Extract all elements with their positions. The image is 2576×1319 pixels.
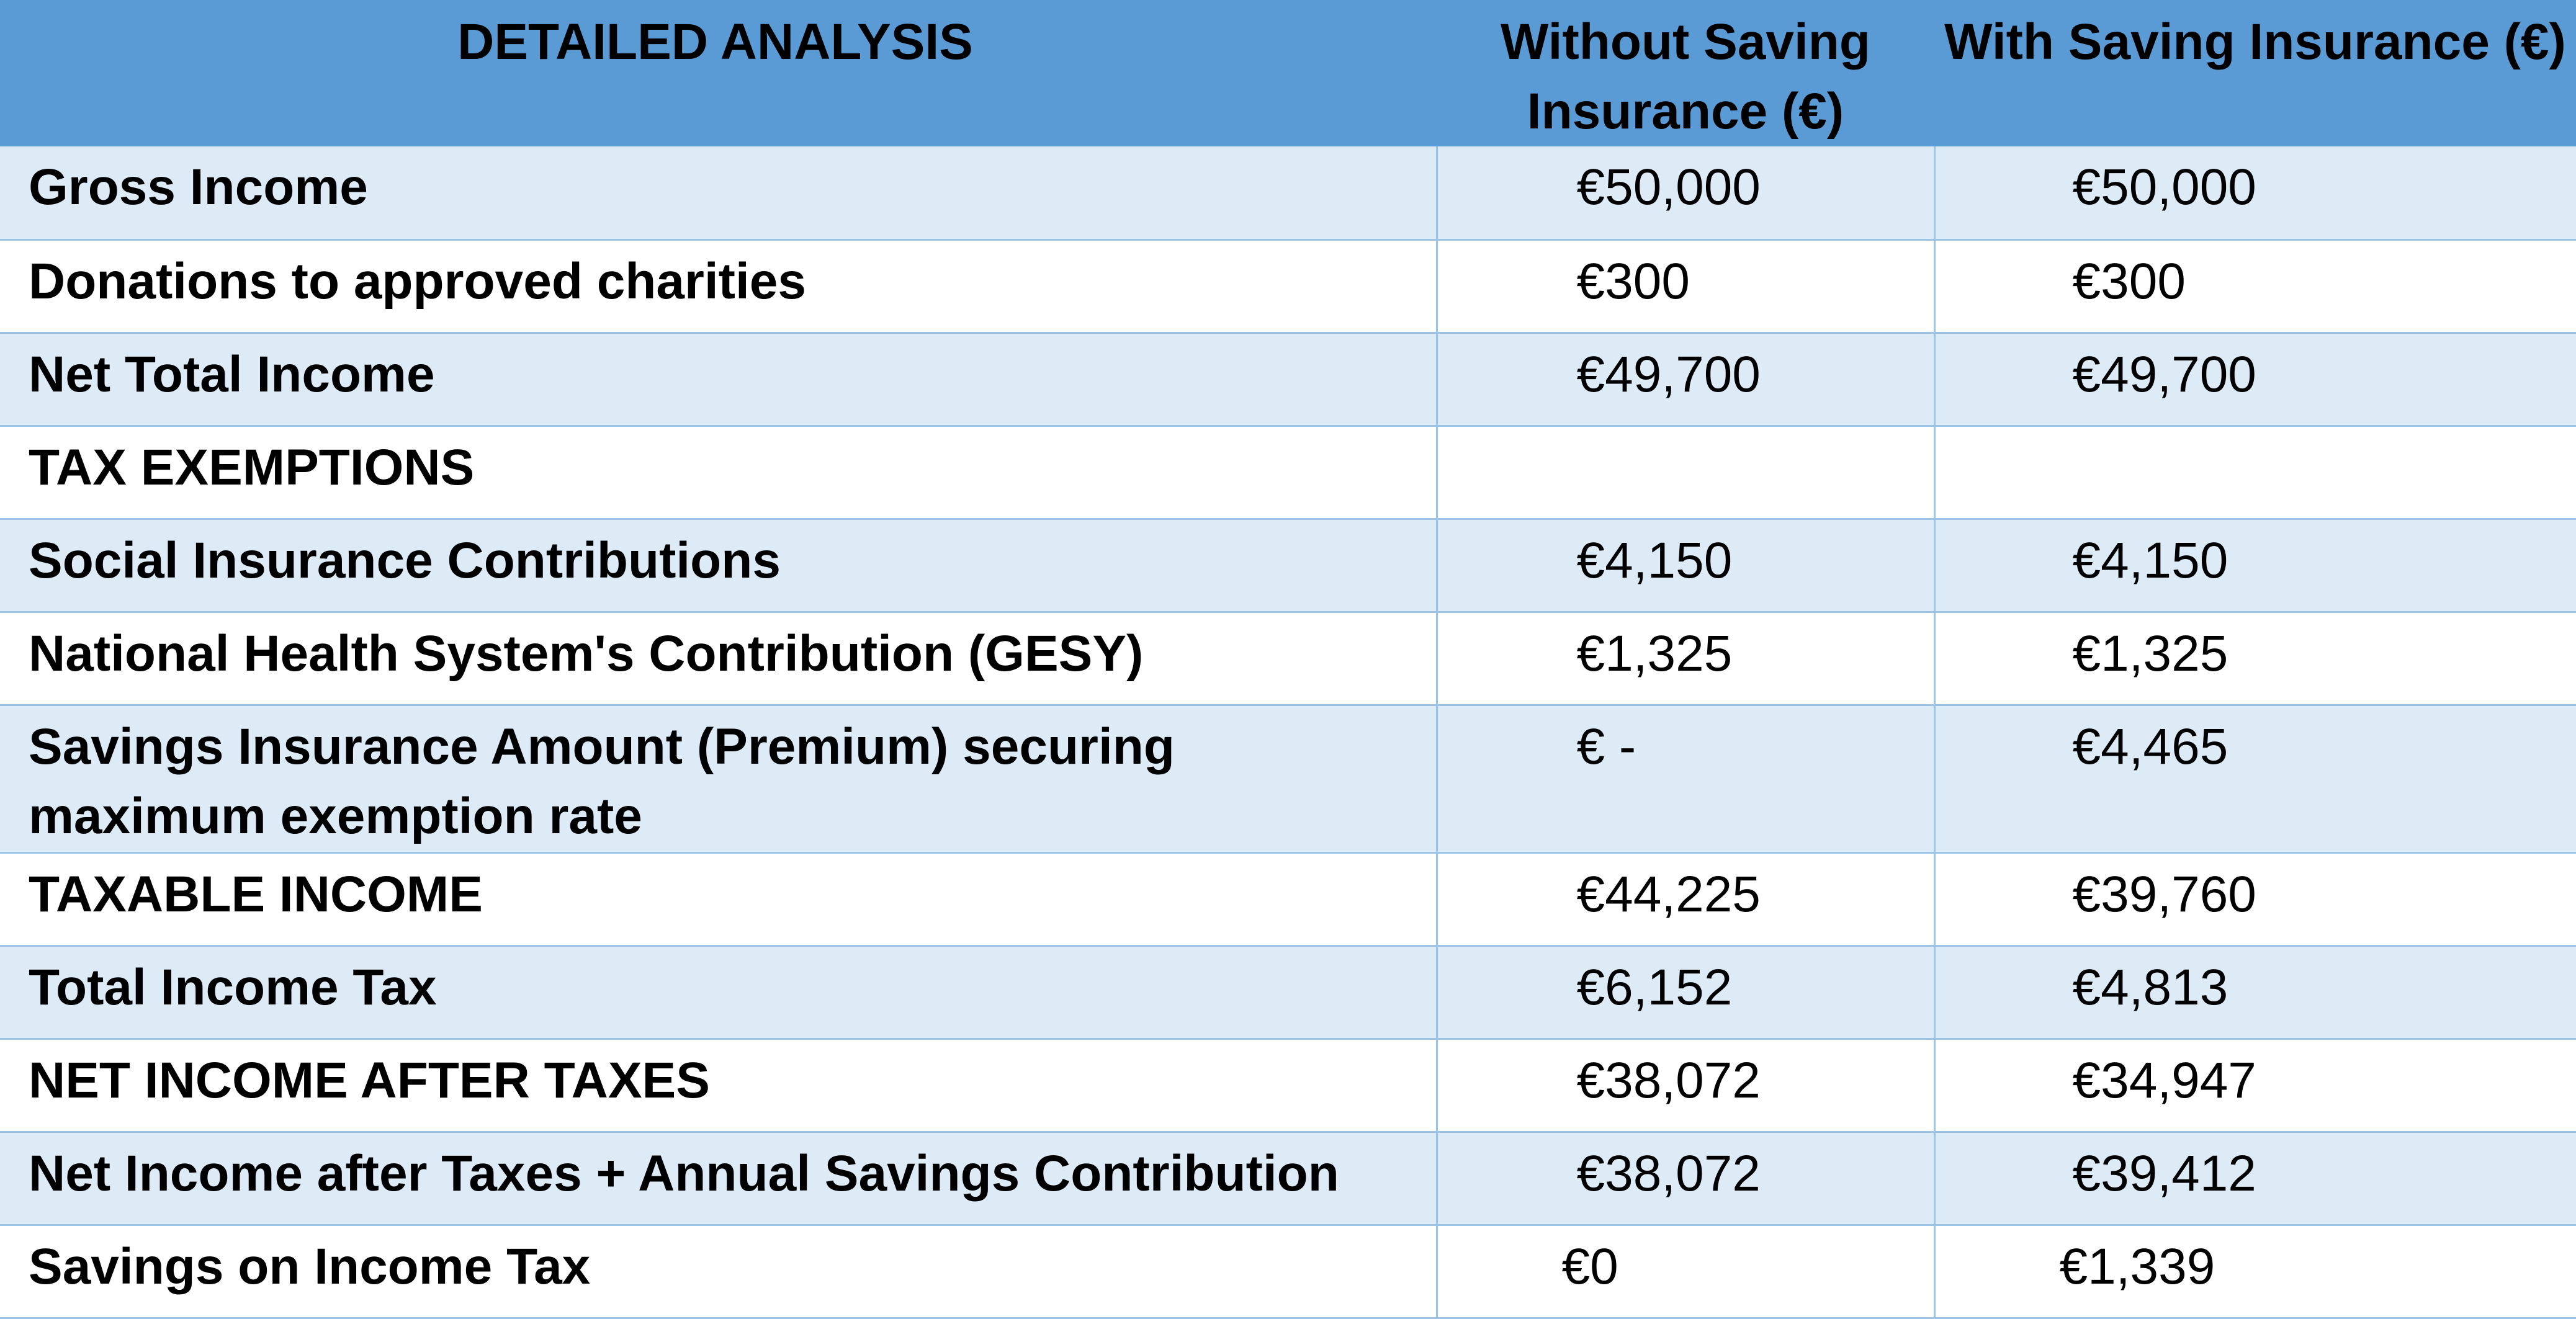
table-row-donations: Donations to approved charities €300 €30… [0,239,2576,334]
row-label: Social Insurance Contributions [0,519,1438,613]
value-with-insurance: €300 [1934,239,2576,334]
value-with-insurance: €4,813 [1934,946,2576,1040]
table-row-gross-income: Gross Income €50,000 €50,000 [0,146,2576,241]
row-label: Net Income after Taxes + Annual Savings … [0,1132,1438,1226]
value-without-insurance: €0 [1437,1225,1936,1319]
table-header-row: DETAILED ANALYSIS Without Saving Insuran… [0,0,2576,146]
row-label: Savings Insurance Amount (Premium) secur… [0,705,1438,854]
header-without-saving-insurance: Without Saving Insurance (€) [1437,0,1934,146]
value-with-insurance: €4,465 [1934,705,2576,854]
row-label: Total Income Tax [0,946,1438,1040]
value-with-insurance: €4,150 [1934,519,2576,613]
row-label: Gross Income [0,146,1438,241]
value-without-insurance: €300 [1437,239,1936,334]
table-row-net-total-income: Net Total Income €49,700 €49,700 [0,333,2576,427]
table-row-savings-premium: Savings Insurance Amount (Premium) secur… [0,705,2576,854]
row-label: Net Total Income [0,333,1438,427]
value-without-insurance: €49,700 [1437,333,1936,427]
value-without-insurance: €6,152 [1437,946,1936,1040]
value-with-insurance: €1,339 [1934,1225,2576,1319]
table-row-net-income-after-taxes: NET INCOME AFTER TAXES €38,072 €34,947 [0,1039,2576,1133]
value-with-insurance: €39,412 [1934,1132,2576,1226]
table-row-net-income-plus-savings: Net Income after Taxes + Annual Savings … [0,1132,2576,1226]
value-without-insurance: € - [1437,705,1936,854]
table-row-savings-on-income-tax: Savings on Income Tax €0 €1,339 [0,1225,2576,1319]
value-with-insurance: €34,947 [1934,1039,2576,1133]
value-without-insurance: €44,225 [1437,852,1936,947]
row-label: NET INCOME AFTER TAXES [0,1039,1438,1133]
value-with-insurance: €49,700 [1934,333,2576,427]
value-with-insurance: €50,000 [1934,146,2576,241]
table-row-tax-exemptions: TAX EXEMPTIONS [0,426,2576,520]
table-row-gesy: National Health System's Contribution (G… [0,612,2576,706]
table-row-taxable-income: TAXABLE INCOME €44,225 €39,760 [0,852,2576,947]
header-detailed-analysis: DETAILED ANALYSIS [0,0,1437,146]
row-label: TAXABLE INCOME [0,852,1438,947]
value-with-insurance [1934,426,2576,520]
row-label: TAX EXEMPTIONS [0,426,1438,520]
row-label: Donations to approved charities [0,239,1438,334]
table-row-total-income-tax: Total Income Tax €6,152 €4,813 [0,946,2576,1040]
value-without-insurance [1437,426,1936,520]
value-without-insurance: €38,072 [1437,1039,1936,1133]
value-without-insurance: €1,325 [1437,612,1936,706]
table-row-social-insurance: Social Insurance Contributions €4,150 €4… [0,519,2576,613]
value-without-insurance: €4,150 [1437,519,1936,613]
value-without-insurance: €50,000 [1437,146,1936,241]
value-without-insurance: €38,072 [1437,1132,1936,1226]
row-label: National Health System's Contribution (G… [0,612,1438,706]
value-with-insurance: €39,760 [1934,852,2576,947]
value-with-insurance: €1,325 [1934,612,2576,706]
row-label: Savings on Income Tax [0,1225,1438,1319]
header-with-saving-insurance: With Saving Insurance (€) [1934,0,2576,146]
